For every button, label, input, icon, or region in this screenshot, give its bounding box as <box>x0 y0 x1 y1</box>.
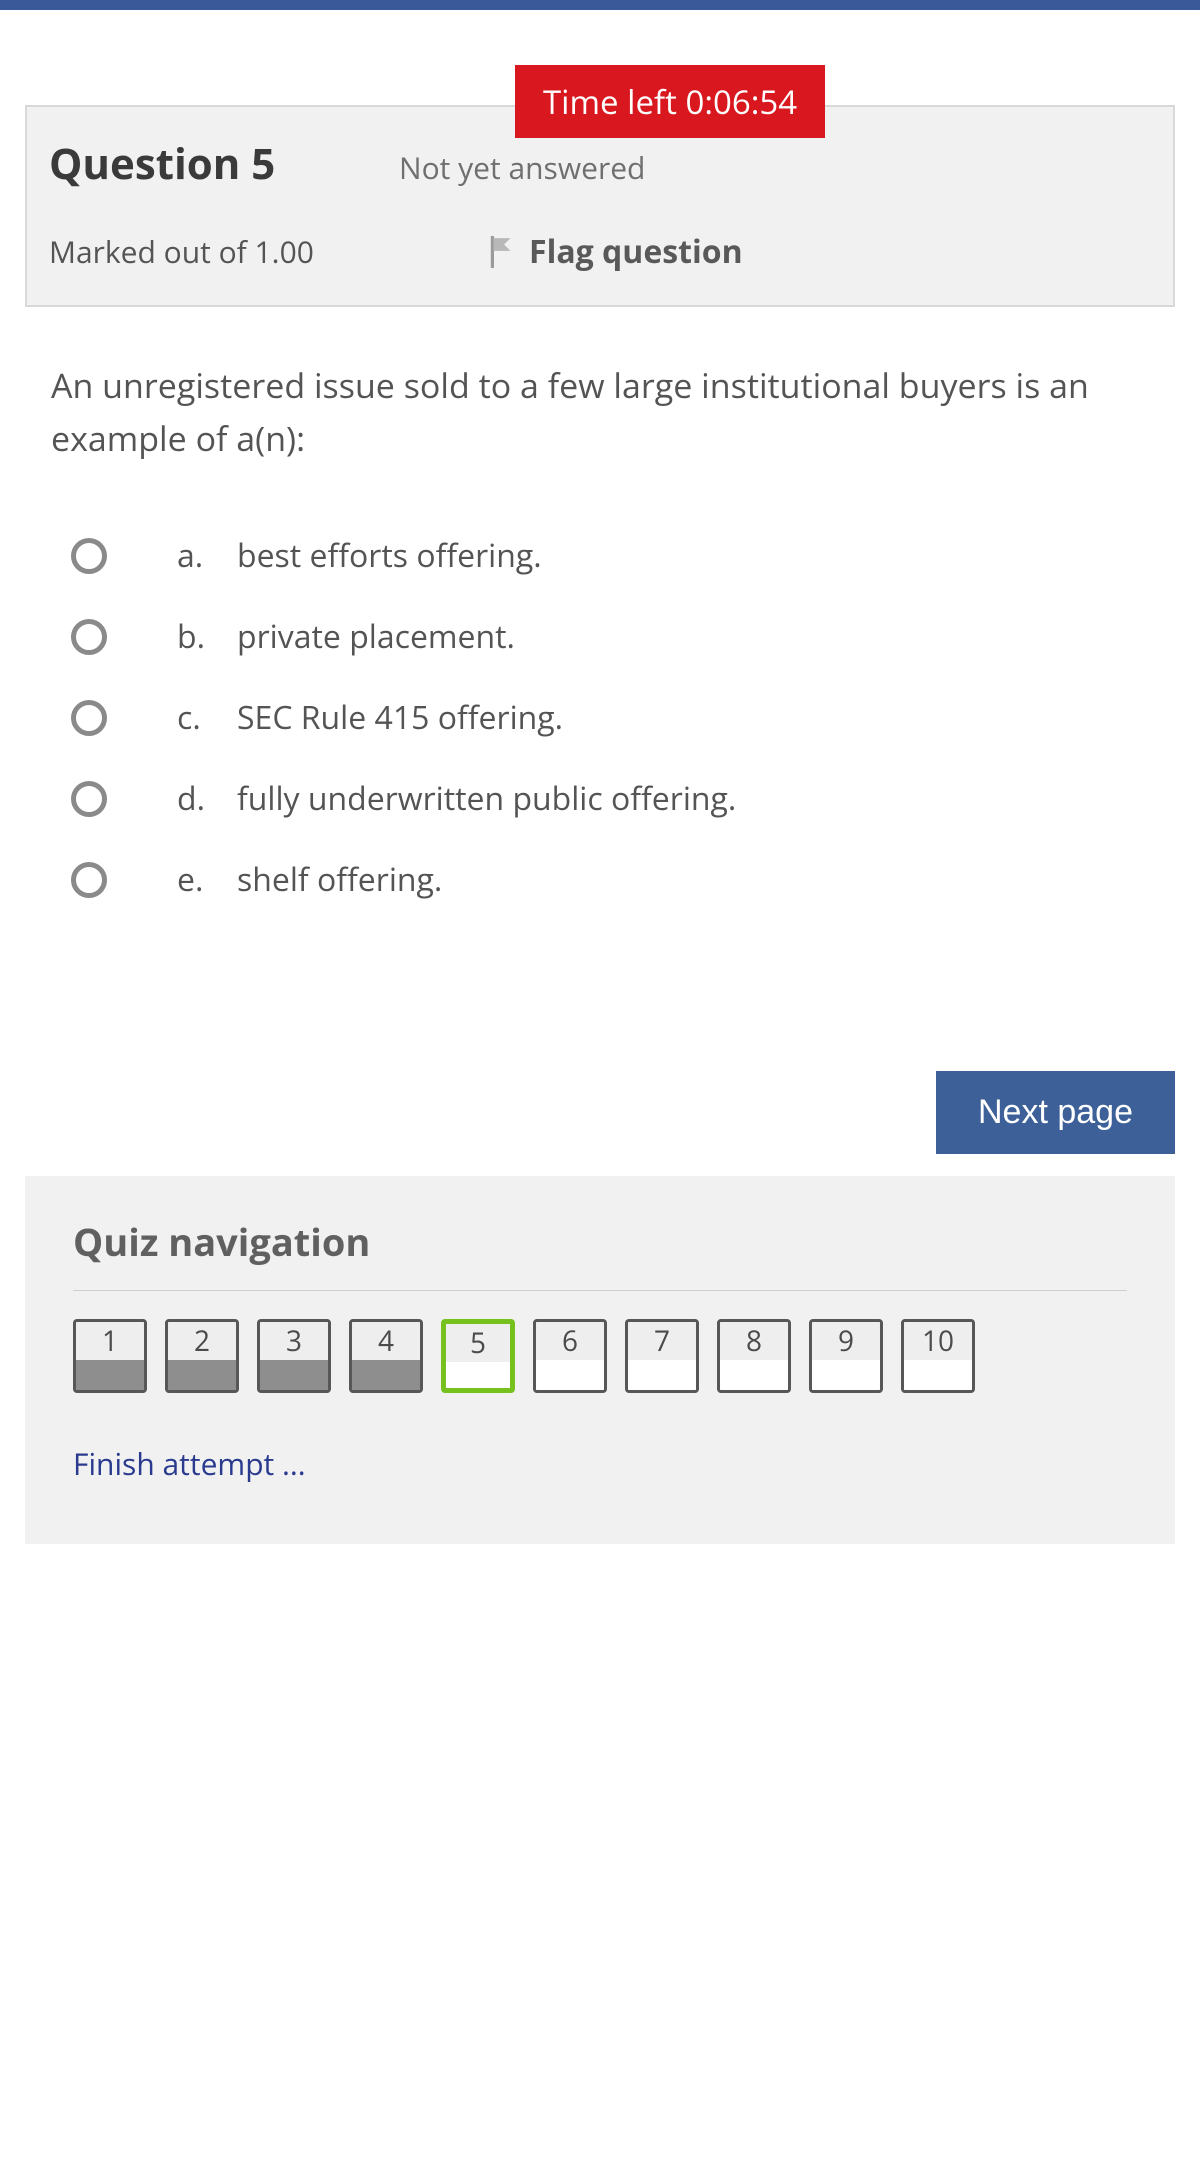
question-header-row-2: Marked out of 1.00 Flag question <box>49 230 1151 273</box>
quiz-nav-state-fill <box>628 1360 696 1390</box>
finish-attempt-link[interactable]: Finish attempt ... <box>73 1443 1127 1484</box>
option-row[interactable]: e. shelf offering. <box>71 858 1149 901</box>
quiz-nav-number: 2 <box>168 1322 236 1360</box>
quiz-nav-number: 4 <box>352 1322 420 1360</box>
quiz-nav-number: 9 <box>812 1322 880 1360</box>
option-letter: c. <box>177 696 217 739</box>
option-letter: b. <box>177 615 217 658</box>
option-label: d. fully underwritten public offering. <box>177 777 736 820</box>
option-row[interactable]: d. fully underwritten public offering. <box>71 777 1149 820</box>
radio-button[interactable] <box>71 619 107 655</box>
quiz-nav-item[interactable]: 2 <box>165 1319 239 1393</box>
option-row[interactable]: b. private placement. <box>71 615 1149 658</box>
quiz-nav-state-fill <box>812 1360 880 1390</box>
option-text: SEC Rule 415 offering. <box>237 696 563 739</box>
option-text: fully underwritten public offering. <box>237 777 736 820</box>
quiz-nav-number: 1 <box>76 1322 144 1360</box>
radio-button[interactable] <box>71 700 107 736</box>
quiz-nav-item[interactable]: 4 <box>349 1319 423 1393</box>
quiz-nav-state-fill <box>168 1360 236 1390</box>
quiz-nav-item[interactable]: 8 <box>717 1319 791 1393</box>
quiz-nav-item[interactable]: 9 <box>809 1319 883 1393</box>
option-text: shelf offering. <box>237 858 442 901</box>
question-text: An unregistered issue sold to a few larg… <box>51 359 1149 464</box>
quiz-nav-divider <box>73 1290 1127 1291</box>
timer-badge: Time left 0:06:54 <box>515 65 825 138</box>
timer-text: Time left 0:06:54 <box>543 79 797 124</box>
option-label: a. best efforts offering. <box>177 534 542 577</box>
quiz-nav-item[interactable]: 3 <box>257 1319 331 1393</box>
question-marks: Marked out of 1.00 <box>49 231 489 272</box>
next-page-button[interactable]: Next page <box>936 1071 1175 1154</box>
option-text: private placement. <box>237 615 515 658</box>
quiz-nav-title: Quiz navigation <box>73 1216 1127 1268</box>
quiz-nav-number: 10 <box>904 1322 972 1360</box>
option-row[interactable]: c. SEC Rule 415 offering. <box>71 696 1149 739</box>
flag-icon <box>489 236 515 268</box>
quiz-nav-state-fill <box>352 1360 420 1390</box>
option-letter: a. <box>177 534 217 577</box>
quiz-nav-number: 6 <box>536 1322 604 1360</box>
radio-button[interactable] <box>71 781 107 817</box>
option-row[interactable]: a. best efforts offering. <box>71 534 1149 577</box>
next-page-row: Next page <box>25 1071 1175 1154</box>
flag-question-button[interactable]: Flag question <box>489 230 743 273</box>
option-letter: d. <box>177 777 217 820</box>
quiz-nav-item[interactable]: 7 <box>625 1319 699 1393</box>
radio-button[interactable] <box>71 538 107 574</box>
quiz-nav-item[interactable]: 6 <box>533 1319 607 1393</box>
question-body: An unregistered issue sold to a few larg… <box>25 307 1175 901</box>
option-label: e. shelf offering. <box>177 858 442 901</box>
quiz-nav-state-fill <box>446 1362 510 1388</box>
quiz-nav-item[interactable]: 5 <box>441 1319 515 1393</box>
question-status: Not yet answered <box>399 147 645 188</box>
quiz-nav-state-fill <box>904 1360 972 1390</box>
quiz-nav-grid: 123456789 10 <box>73 1319 1127 1393</box>
quiz-nav-number: 8 <box>720 1322 788 1360</box>
quiz-nav-number: 5 <box>446 1324 510 1362</box>
option-letter: e. <box>177 858 217 901</box>
quiz-nav-state-fill <box>536 1360 604 1390</box>
radio-button[interactable] <box>71 862 107 898</box>
quiz-nav-state-fill <box>720 1360 788 1390</box>
options-list: a. best efforts offering. b. private placem… <box>51 534 1149 901</box>
quiz-nav-number: 3 <box>260 1322 328 1360</box>
option-label: b. private placement. <box>177 615 515 658</box>
quiz-nav-item[interactable]: 1 <box>73 1319 147 1393</box>
page-wrap: Question 5 Not yet answered Marked out o… <box>0 105 1200 1544</box>
option-text: best efforts offering. <box>237 534 542 577</box>
option-label: c. SEC Rule 415 offering. <box>177 696 563 739</box>
flag-label: Flag question <box>529 230 743 273</box>
question-title: Question 5 <box>49 135 399 192</box>
quiz-nav-state-fill <box>76 1360 144 1390</box>
top-bar <box>0 0 1200 10</box>
quiz-nav-panel: Quiz navigation 123456789 10 Finish attem… <box>25 1176 1175 1544</box>
quiz-nav-number: 7 <box>628 1322 696 1360</box>
quiz-nav-state-fill <box>260 1360 328 1390</box>
quiz-nav-item[interactable]: 10 <box>901 1319 975 1393</box>
question-header-row-1: Question 5 Not yet answered <box>49 135 1151 192</box>
